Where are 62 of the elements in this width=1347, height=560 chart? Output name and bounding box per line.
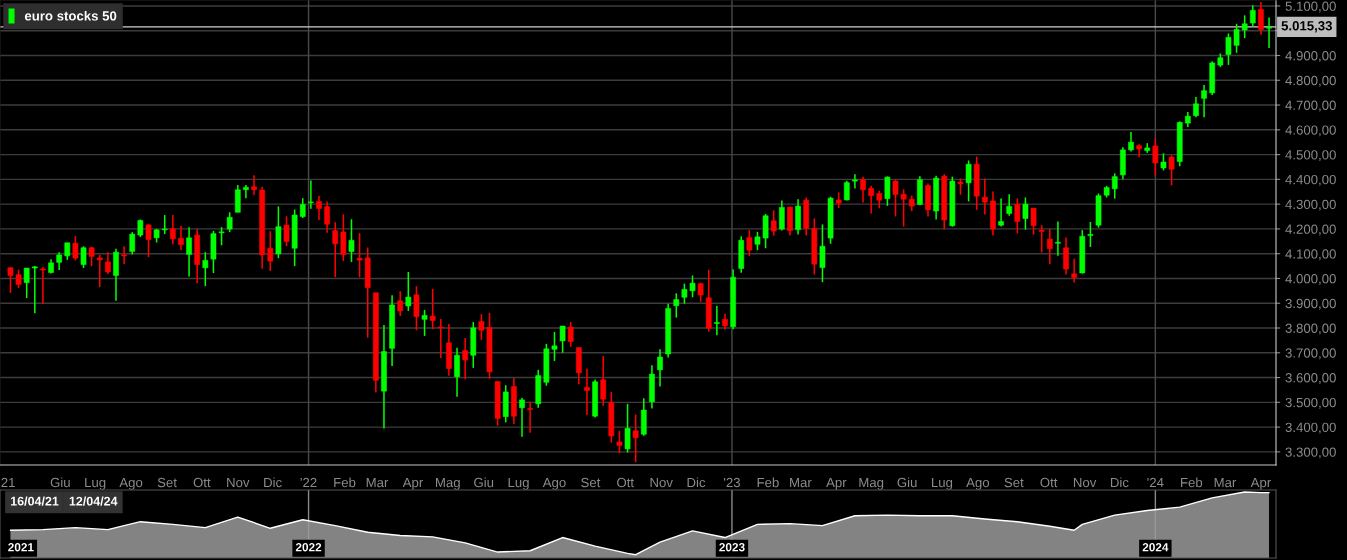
x-tick-label: Giu	[50, 477, 70, 488]
x-tick-label: Nov	[1073, 477, 1097, 488]
x-tick-label: Ott	[617, 477, 634, 488]
y-tick-label: 3.800,00	[1285, 323, 1336, 335]
x-tick-label: Lug	[932, 477, 953, 490]
x-tick-label: '24	[1147, 477, 1164, 488]
x-tick-label: Lug	[508, 477, 529, 490]
annotation: 12/04/24	[69, 496, 118, 506]
ref-line-label: 5.015,33	[1281, 21, 1332, 33]
y-tick-label: 3.900,00	[1285, 298, 1336, 310]
y-tick-label: 3.500,00	[1285, 397, 1336, 409]
x-tick-label: 2021	[8, 543, 34, 552]
y-tick-label: 3.600,00	[1285, 373, 1336, 385]
y-tick-label: 4.400,00	[1285, 174, 1336, 186]
x-tick-label: Dic	[264, 477, 282, 488]
y-tick-label: 4.000,00	[1285, 274, 1336, 285]
x-tick-label: Apr	[402, 477, 424, 490]
x-tick-label: Apr	[1250, 477, 1271, 490]
x-tick-label: Dic	[687, 477, 706, 488]
y-tick-label: 3.700,00	[1285, 348, 1336, 360]
y-tick-label: 4.600,00	[1285, 125, 1336, 137]
x-tick-label: 2024	[1142, 543, 1169, 552]
x-tick-label: Feb	[334, 477, 356, 488]
x-tick-label: Set	[581, 477, 601, 488]
x-tick-label: Mar	[366, 477, 389, 488]
x-tick-label: Giu	[474, 477, 494, 488]
x-tick-label: Set	[1004, 477, 1024, 488]
y-tick-label: 4.900,00	[1285, 51, 1336, 62]
x-tick-label: Feb	[757, 477, 779, 488]
y-tick-label: 4.200,00	[1285, 224, 1336, 236]
x-tick-label: Mag	[859, 477, 884, 490]
x-tick-label: 2023	[719, 543, 745, 552]
x-tick-label: 21	[1, 477, 15, 488]
x-tick-label: Ago	[966, 477, 990, 490]
y-tick-label: 4.100,00	[1285, 249, 1336, 261]
x-tick-label: Ago	[542, 477, 566, 490]
x-tick-label: '22	[300, 477, 317, 488]
x-tick-label: 2022	[295, 543, 322, 552]
y-tick-label: 4.700,00	[1285, 100, 1336, 112]
x-tick-label: Mag	[436, 477, 460, 490]
x-tick-label: Giu	[897, 477, 917, 488]
legend-label: euro stocks 50	[24, 10, 117, 21]
y-tick-label: 4.800,00	[1285, 75, 1336, 87]
x-tick-label: Nov	[650, 477, 673, 488]
x-tick-label: Mar	[790, 477, 812, 488]
y-tick-label: 5.100,00	[1285, 1, 1336, 13]
x-tick-label: Feb	[1181, 477, 1203, 488]
x-tick-label: Ott	[193, 477, 211, 488]
x-tick-label: '23	[724, 477, 740, 488]
x-tick-label: Set	[157, 477, 177, 488]
y-tick-label: 4.500,00	[1285, 150, 1336, 162]
annotation: 16/04/21	[11, 496, 59, 506]
y-tick-label: 3.400,00	[1285, 422, 1336, 434]
x-tick-label: Ott	[1040, 477, 1058, 488]
x-tick-label: Ago	[119, 477, 143, 490]
y-tick-label: 4.300,00	[1285, 199, 1336, 211]
x-tick-label: Dic	[1110, 477, 1129, 488]
x-tick-label: Mar	[1214, 477, 1237, 488]
x-tick-label: Nov	[227, 477, 250, 488]
x-tick-label: Apr	[826, 477, 847, 490]
y-tick-label: 3.300,00	[1285, 447, 1336, 459]
x-tick-label: Lug	[85, 477, 106, 490]
